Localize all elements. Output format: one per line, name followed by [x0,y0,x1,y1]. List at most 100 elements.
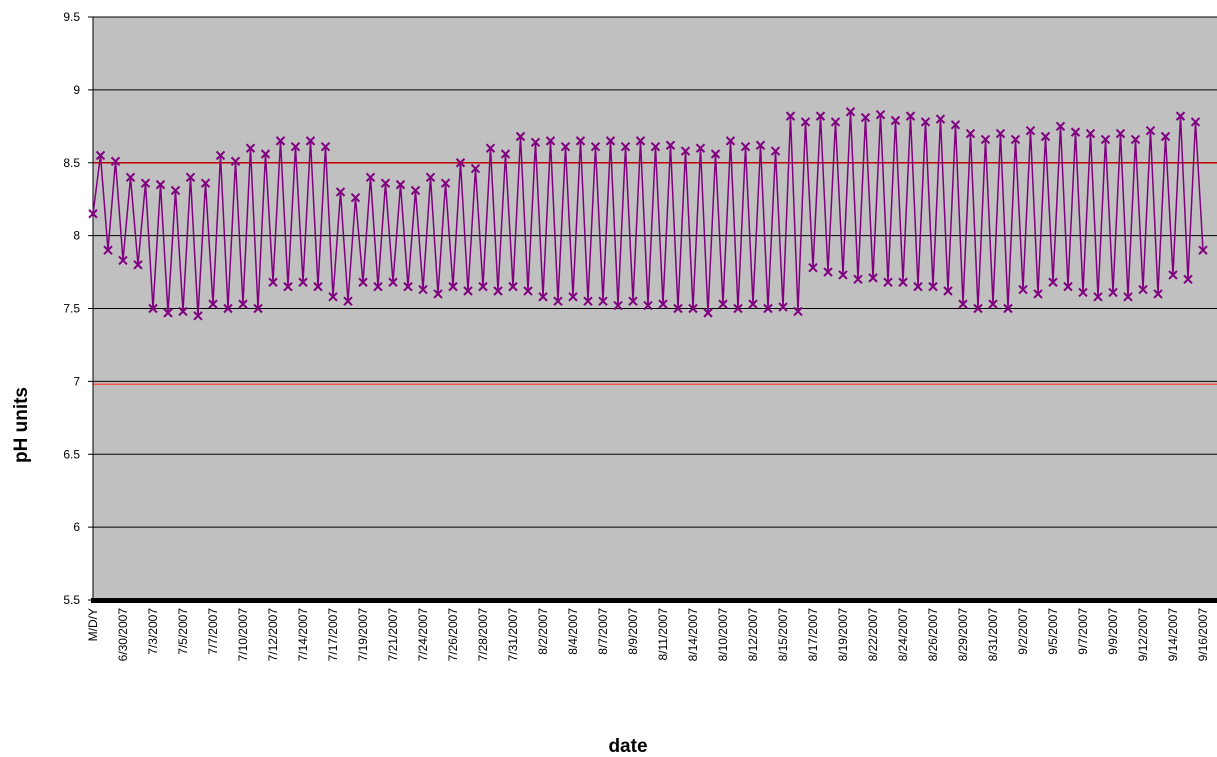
data-point [1153,289,1163,299]
data-point [433,289,443,299]
data-point [1018,284,1028,295]
x-tick-label: 7/12/2007 [266,608,280,662]
x-tick-label: 8/4/2007 [566,608,580,655]
x-tick-label: 7/26/2007 [446,608,460,662]
data-point [1085,128,1096,139]
data-point [710,149,721,159]
x-tick-label: 7/28/2007 [476,608,490,662]
data-point [860,112,871,123]
data-point [883,277,893,287]
data-point [380,178,391,188]
data-point [1168,270,1178,280]
data-point [1175,111,1186,121]
data-point [793,306,803,317]
data-point [568,292,578,302]
x-tick-label: 9/12/2007 [1136,608,1150,662]
data-point [845,107,856,117]
data-point [868,273,878,283]
data-point [680,146,691,156]
data-point [1078,287,1088,298]
x-tick-label: 7/7/2007 [206,608,220,655]
data-point [1183,274,1193,285]
data-point [988,299,998,309]
x-tick-label: 9/7/2007 [1076,608,1090,655]
data-point [95,150,106,161]
data-point [695,143,706,153]
data-point [313,281,323,292]
x-tick-label: 9/5/2007 [1046,608,1060,655]
data-point [770,146,781,156]
data-point [298,277,308,287]
data-point [935,114,946,124]
data-point [118,255,128,266]
x-tick-label: 8/17/2007 [806,608,820,662]
data-point [703,308,713,318]
data-point [448,281,458,292]
data-point [965,128,976,139]
x-tick-label: 7/17/2007 [326,608,340,662]
data-point [1108,287,1118,298]
data-point [755,140,766,150]
x-tick-label: 7/19/2007 [356,608,370,662]
data-point [185,172,196,183]
data-point [478,281,488,292]
x-tick-label: 8/2/2007 [536,608,550,655]
x-tick-label: 9/2/2007 [1016,608,1030,655]
data-point [1198,245,1208,255]
data-point [523,286,533,296]
data-point [815,111,826,121]
x-tick-label: 9/14/2007 [1166,608,1180,662]
data-point [305,136,316,146]
data-point [365,172,376,183]
y-tick-label: 8.5 [63,156,80,170]
data-point [838,270,848,280]
x-tick-label: 8/11/2007 [656,608,670,661]
data-point [943,286,953,296]
data-point [590,142,601,152]
data-point [335,187,346,197]
data-point [733,303,743,314]
data-point [958,299,968,309]
data-point [1048,277,1058,287]
data-point [163,308,173,318]
data-point [905,111,916,121]
data-point [155,179,166,190]
x-tick-label: 8/10/2007 [716,608,730,662]
data-point [560,142,571,152]
data-point [635,136,646,146]
data-point [410,185,421,196]
y-tick-label: 7.5 [63,302,80,316]
data-point [890,115,901,126]
data-point [808,262,818,273]
data-point [418,284,428,295]
data-point [1040,131,1051,142]
data-point [1025,125,1036,136]
data-point [875,109,886,120]
x-tick-label: 8/9/2007 [626,608,640,655]
data-point [673,303,683,314]
data-point [1033,289,1043,299]
data-point [388,277,398,287]
data-point [538,292,548,302]
data-point [1160,131,1171,142]
data-point [133,260,143,270]
data-point [920,117,931,127]
x-tick-label: 7/14/2007 [296,608,310,662]
data-point [500,149,511,159]
data-point [343,296,353,306]
data-point [1145,125,1156,136]
y-tick-label: 9.5 [63,10,80,24]
data-point [125,172,136,183]
data-point [725,136,736,146]
x-tick-label: 8/26/2007 [926,608,940,662]
y-tick-label: 5.5 [63,593,80,607]
data-point [1123,292,1133,302]
data-point [650,142,661,152]
data-point [455,158,466,168]
x-tick-label: 7/3/2007 [146,608,160,655]
data-point [260,149,271,159]
data-point [493,286,503,296]
y-tick-label: 9 [73,83,80,97]
data-point [485,143,496,153]
data-point [103,245,113,255]
